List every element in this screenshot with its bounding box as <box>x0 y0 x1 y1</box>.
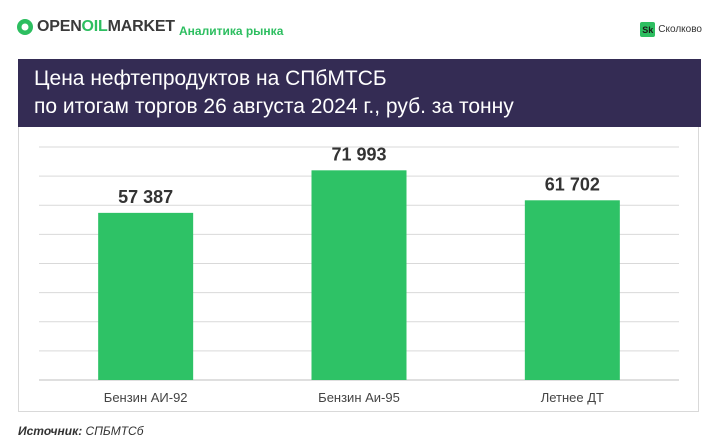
category-labels: Бензин АИ-92 Бензин Аи-95 Летнее ДТ <box>104 390 604 405</box>
source-note: Источник: СПБМТСб <box>18 424 143 438</box>
value-label: 71 993 <box>331 144 386 164</box>
category-label: Бензин АИ-92 <box>104 390 188 405</box>
source-label: Источник: <box>18 424 83 438</box>
tagline: Аналитика рынка <box>179 24 284 38</box>
bar <box>311 170 407 380</box>
brand-part-oil: OIL <box>81 18 108 35</box>
chart-title-line-1: Цена нефтепродуктов на СПбМТСБ <box>34 67 387 90</box>
skolkovo-badge-icon: Sk <box>640 22 656 37</box>
value-label: 57 387 <box>118 187 173 207</box>
openoilmarket-logo[interactable]: OPENOILMARKET <box>16 18 175 36</box>
bars <box>98 170 620 380</box>
value-labels: 57 387 71 993 61 702 <box>118 144 600 207</box>
chart-area: 57 387 71 993 61 702 Бензин АИ-92 Бензин Аи… <box>18 127 699 412</box>
chart-title-band: Цена нефтепродуктов на СПбМТСБ по итогам… <box>18 59 701 127</box>
brand-part-open: OPEN <box>37 18 82 35</box>
brand-part-market: MARKET <box>107 18 175 35</box>
skolkovo-logo[interactable]: Sk Сколково <box>640 22 702 37</box>
category-label: Летнее ДТ <box>541 390 604 405</box>
source-value: СПБМТСб <box>85 424 144 438</box>
skolkovo-label: Сколково <box>658 24 702 35</box>
value-label: 61 702 <box>545 174 600 194</box>
oil-drop-icon <box>16 18 34 36</box>
bar <box>98 212 194 380</box>
header: OPENOILMARKET Аналитика рынка Sk Сколков… <box>0 0 720 60</box>
bar <box>524 200 620 380</box>
brand-name: OPENOILMARKET <box>37 18 175 36</box>
bar-chart: 57 387 71 993 61 702 Бензин АИ-92 Бензин Аи… <box>39 144 679 405</box>
chart-title-line-2: по итогам торгов 26 августа 2024 г., руб… <box>34 95 514 118</box>
category-label: Бензин Аи-95 <box>318 390 400 405</box>
